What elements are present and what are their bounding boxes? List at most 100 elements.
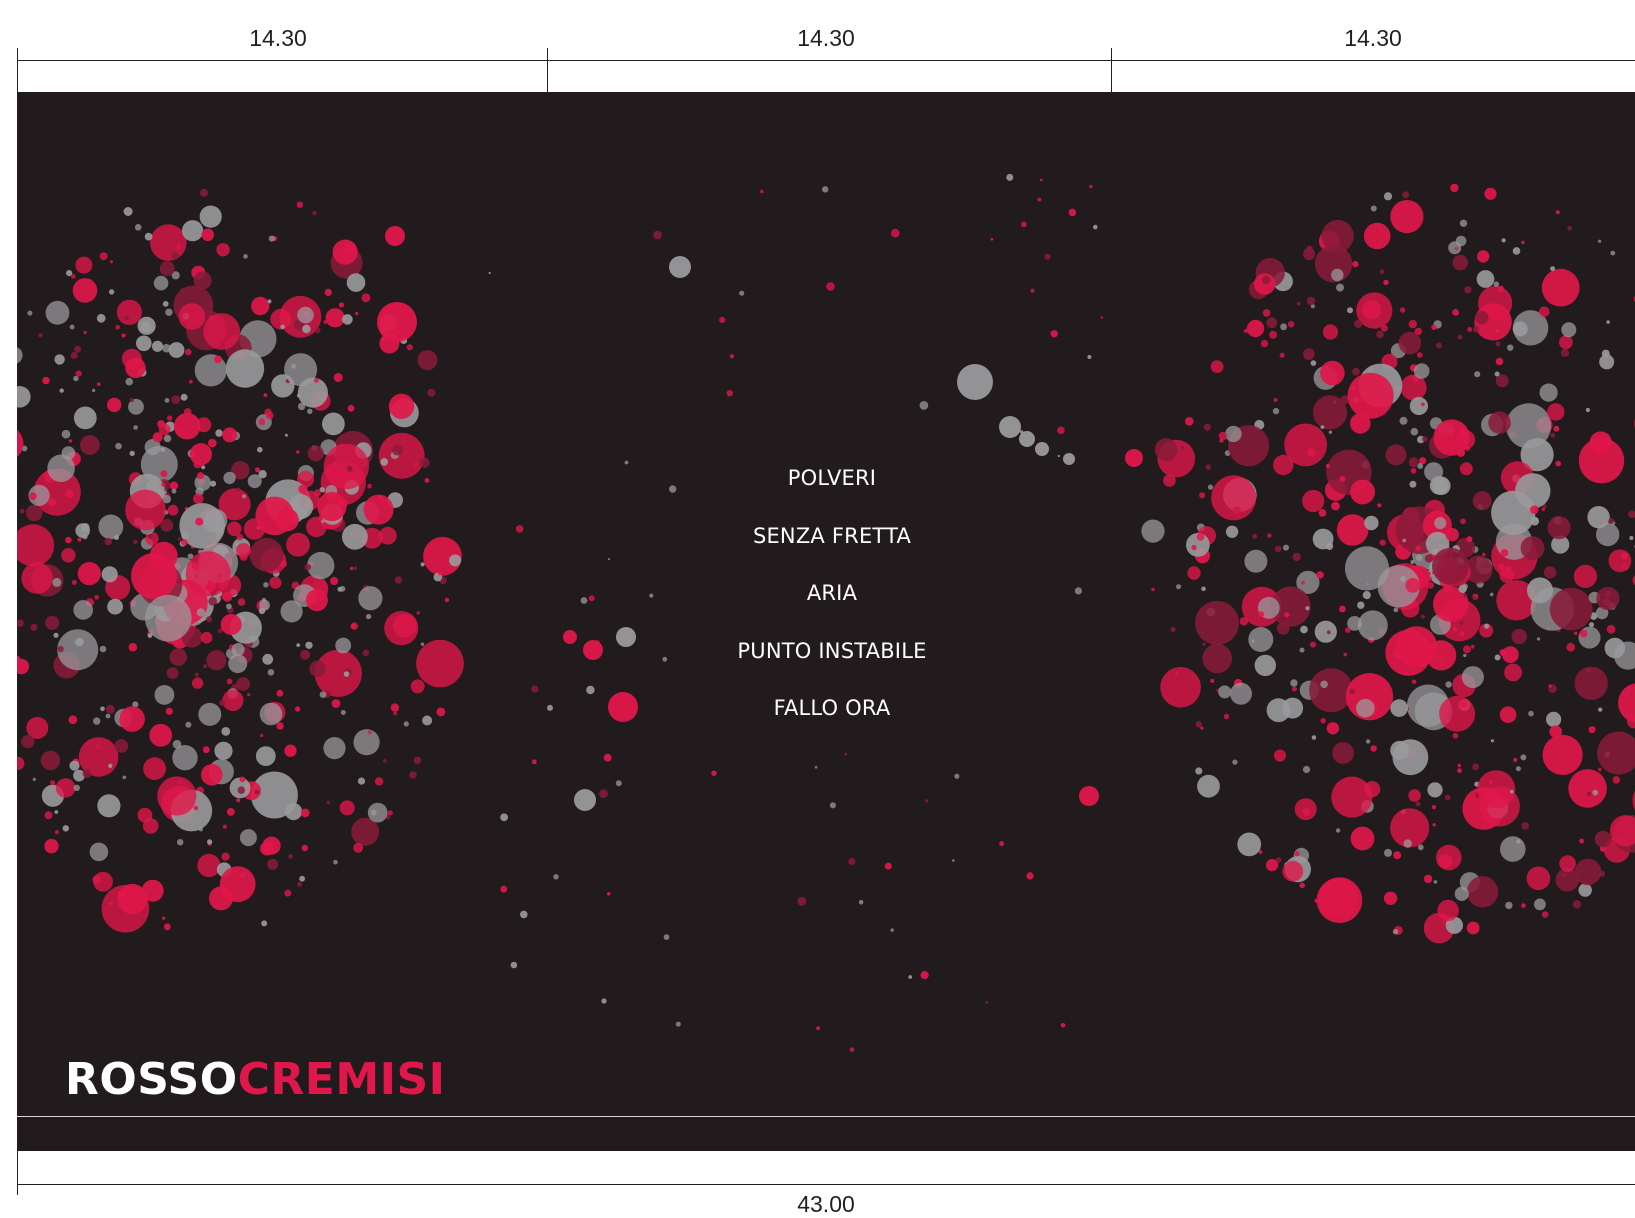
paint-drop <box>157 420 165 428</box>
paint-drop <box>815 766 818 769</box>
paint-drop <box>1376 331 1384 339</box>
paint-drop <box>172 745 197 770</box>
paint-drop <box>358 778 365 785</box>
paint-drop <box>1351 827 1375 851</box>
paint-drop <box>1195 601 1239 645</box>
paint-drop <box>1628 511 1635 519</box>
paint-drop <box>215 429 222 436</box>
paint-drop <box>848 858 855 865</box>
paint-drop <box>952 859 954 861</box>
paint-drop <box>181 288 185 292</box>
paint-drop <box>308 445 324 461</box>
paint-drop <box>589 595 595 601</box>
paint-drop <box>1467 327 1472 332</box>
paint-drop <box>414 757 422 765</box>
paint-drop <box>1482 553 1486 557</box>
paint-drop <box>1500 836 1526 862</box>
paint-drop <box>1297 302 1301 306</box>
paint-drop <box>42 377 49 384</box>
paint-drop <box>305 642 312 649</box>
paint-drop <box>1237 833 1261 857</box>
paint-drop <box>1587 791 1592 796</box>
paint-drop <box>1397 748 1401 752</box>
paint-drop <box>1579 438 1624 483</box>
paint-drop <box>355 312 358 315</box>
paint-drop <box>1409 457 1419 467</box>
paint-drop <box>1516 839 1520 843</box>
paint-drop <box>1467 922 1480 935</box>
paint-drop <box>409 771 417 779</box>
paint-drop <box>1037 198 1041 202</box>
paint-drop <box>323 737 345 759</box>
paint-drop <box>1063 453 1075 465</box>
paint-drop <box>71 352 78 359</box>
paint-drop <box>1300 648 1305 653</box>
paint-drop <box>52 578 61 587</box>
paint-drop <box>232 643 245 656</box>
paint-drop <box>109 901 113 905</box>
paint-drop <box>340 800 355 815</box>
paint-drop <box>1211 475 1256 520</box>
paint-drop <box>1248 627 1273 652</box>
paint-drop <box>1171 627 1176 632</box>
paint-drop <box>1061 1023 1066 1028</box>
paint-drop <box>383 759 387 763</box>
paint-drop <box>280 325 285 330</box>
paint-drop <box>1040 179 1043 182</box>
paint-drop <box>76 371 82 377</box>
paint-drop <box>711 771 716 776</box>
paint-drop <box>267 859 278 870</box>
paint-drop <box>74 407 97 430</box>
paint-drop <box>220 866 256 902</box>
paint-drop <box>301 809 310 818</box>
paint-drop <box>1352 261 1358 267</box>
paint-drop <box>1568 769 1607 808</box>
paint-drop <box>1467 876 1498 907</box>
paint-drop <box>563 630 577 644</box>
paint-drop <box>608 692 638 722</box>
paint-drop <box>27 311 32 316</box>
paint-drop <box>1364 516 1378 530</box>
paint-drop <box>1266 859 1278 871</box>
paint-drop <box>1521 903 1526 908</box>
paint-drop <box>1202 644 1232 674</box>
paint-drop <box>649 594 653 598</box>
paint-drop <box>516 525 524 533</box>
paint-drop <box>1559 855 1576 872</box>
paint-drop <box>1574 632 1577 635</box>
paint-drop <box>1459 631 1464 636</box>
paint-drop <box>822 186 828 192</box>
paint-drop <box>207 839 212 844</box>
paint-drop <box>1494 281 1500 287</box>
paint-drop <box>1026 872 1033 879</box>
paint-drop <box>136 336 152 352</box>
paint-drop <box>48 498 56 506</box>
paint-drop <box>1567 226 1572 231</box>
paint-drop <box>304 564 311 571</box>
paint-drop <box>171 252 179 260</box>
paint-drop <box>1505 902 1512 909</box>
paint-drop <box>286 533 310 557</box>
paint-drop <box>122 334 126 338</box>
paint-drop <box>169 342 185 358</box>
paint-drop <box>1460 220 1467 227</box>
paint-drop <box>284 890 291 897</box>
paint-drop <box>124 207 133 216</box>
paint-drop <box>339 302 344 307</box>
paint-drop <box>243 254 248 259</box>
paint-drop <box>1197 775 1220 798</box>
paint-drop <box>20 509 25 514</box>
paint-drop <box>165 309 172 316</box>
paint-drop <box>1283 545 1289 551</box>
paint-drop <box>350 567 353 570</box>
paint-drop <box>1579 627 1601 649</box>
paint-drop <box>1412 680 1417 685</box>
paint-drop <box>69 715 78 724</box>
paint-drop <box>1542 911 1549 918</box>
paint-drop <box>307 552 334 579</box>
paint-drop <box>1597 732 1635 775</box>
paint-drop <box>306 503 311 508</box>
paint-drop <box>344 242 356 254</box>
paint-drop <box>236 534 243 541</box>
paint-drop <box>1319 509 1327 517</box>
